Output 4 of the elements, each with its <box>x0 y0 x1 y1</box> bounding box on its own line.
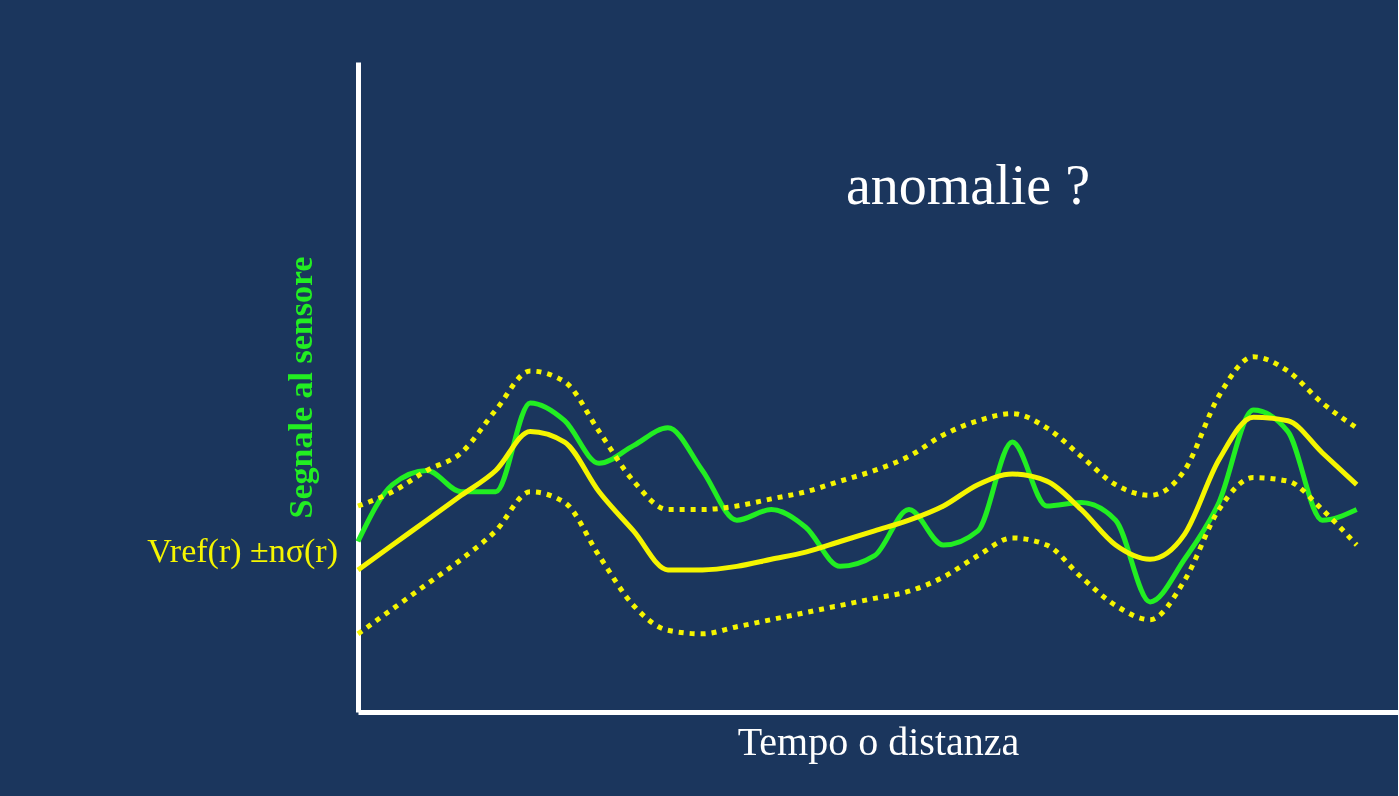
x-axis-title: Tempo o distanza <box>737 718 1020 764</box>
text: anomalie ? <box>845 154 1091 216</box>
series-label: Vref(r) ±nσ(r) <box>147 532 338 571</box>
y-axis-title: Segnale al sensore <box>281 256 319 519</box>
